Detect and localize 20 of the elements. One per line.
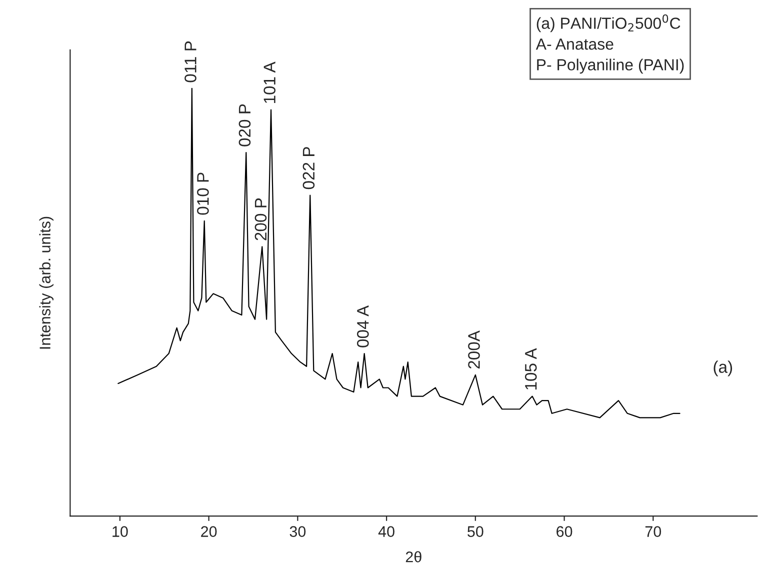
annotation: 101 A xyxy=(264,62,276,103)
annotation: 105 A xyxy=(524,348,537,390)
x-tick-label: 50 xyxy=(468,526,484,537)
x-tick-label: 40 xyxy=(378,526,394,537)
y-axis-title: Intensity (arb. units) xyxy=(39,216,54,349)
annotation: 011 P xyxy=(184,41,196,82)
annotation: 010 P xyxy=(197,172,209,215)
x-tick-label: 70 xyxy=(645,526,662,537)
annotation: 200 P xyxy=(254,198,267,240)
x-axis-title: 2θ xyxy=(406,551,422,562)
annotation: 022 P xyxy=(302,147,315,190)
annotation: 020 P xyxy=(238,104,251,146)
x-tick-label: 20 xyxy=(201,526,217,537)
x-tick-label: 10 xyxy=(112,526,128,537)
x-tick-label: 60 xyxy=(556,526,572,537)
text: (a) PANI/TiO$_{2}$500$^{0}$C A- Anatase P- Polyaniline (PANI) xyxy=(536,14,684,74)
x-tick-label: 30 xyxy=(290,526,306,537)
annotation: (a) xyxy=(714,360,732,376)
annotation: 004 A xyxy=(356,305,369,348)
annotation: 200A xyxy=(468,330,480,369)
